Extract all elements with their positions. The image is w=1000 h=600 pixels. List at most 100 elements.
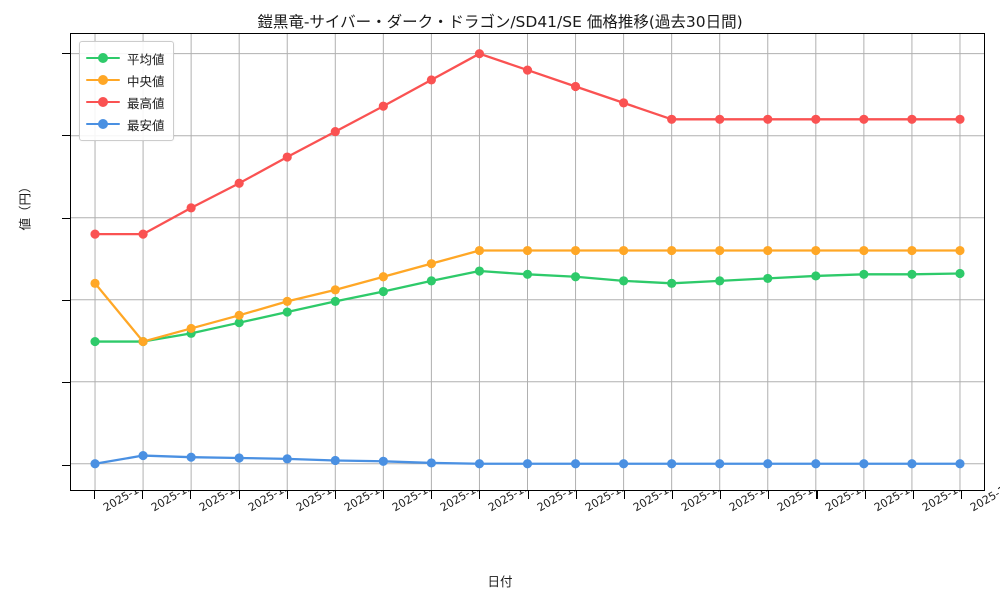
data-point [138, 336, 148, 347]
data-point [282, 307, 292, 317]
data-point [715, 276, 725, 286]
legend-label: 最安値 [127, 117, 165, 133]
series-line-1 [93, 249, 962, 343]
data-point [811, 245, 821, 256]
data-point [763, 245, 773, 256]
data-point [907, 269, 917, 279]
x-tick-label: 2025-12-06 [390, 471, 452, 515]
data-point [619, 459, 629, 469]
x-tick-label: 2025-12-14 [775, 471, 838, 515]
data-point [90, 229, 100, 239]
data-point [811, 114, 821, 124]
legend-label: 中央値 [127, 73, 165, 89]
x-axis-label: 日付 [487, 574, 513, 589]
data-point [715, 245, 725, 256]
data-point [282, 152, 292, 162]
data-point [282, 296, 292, 306]
data-point [811, 459, 821, 469]
x-tick-label: 2025-12-01 [149, 471, 212, 515]
data-point [955, 459, 965, 469]
data-point [811, 271, 821, 281]
series-line-2 [93, 52, 962, 236]
x-tick-mark [864, 491, 866, 499]
data-point [667, 278, 677, 288]
data-point [330, 285, 340, 295]
legend-label: 最高値 [127, 95, 165, 111]
data-point [378, 286, 388, 297]
data-point [90, 336, 100, 347]
x-tick-mark [671, 491, 674, 499]
data-point [570, 272, 581, 282]
data-point [378, 101, 388, 111]
data-point [715, 114, 725, 124]
legend-item-0[interactable]: 平均値 [86, 47, 165, 69]
data-point [667, 459, 677, 469]
data-point [234, 310, 244, 320]
x-tick-mark [286, 491, 288, 499]
data-point [570, 459, 581, 469]
data-point [378, 456, 388, 466]
x-tick-label: 2025-12-02 [197, 471, 260, 515]
data-point [763, 273, 773, 283]
data-point [426, 75, 436, 85]
y-tick-mark [62, 135, 70, 137]
legend-swatch-icon [86, 51, 120, 65]
data-point [955, 245, 965, 256]
data-point [907, 114, 917, 124]
x-tick-label: 2025-12-10 [582, 471, 645, 515]
data-point [186, 323, 196, 334]
data-point [186, 452, 196, 462]
legend-item-3[interactable]: 最安値 [86, 113, 165, 135]
chart-legend: 平均値中央値最高値最安値 [79, 41, 174, 141]
chart-title: 鎧黒竜-サイバー・ダーク・ドラゴン/SD41/SE 価格推移(過去30日間) [257, 13, 743, 31]
data-point [522, 269, 533, 279]
x-tick-label: 2025-12-03 [245, 471, 308, 515]
x-tick-mark [334, 491, 336, 499]
data-point [522, 459, 533, 469]
x-tick-mark [479, 491, 481, 499]
legend-label: 平均値 [127, 51, 165, 67]
legend-swatch-icon [86, 95, 120, 109]
data-point [426, 458, 436, 468]
y-axis-label: 値（円） [17, 180, 33, 231]
data-point [90, 278, 100, 288]
data-point [859, 459, 869, 469]
data-point [282, 454, 292, 464]
x-tick-label: 2025-12-18 [967, 471, 1000, 515]
x-tick-mark [431, 491, 433, 499]
legend-item-1[interactable]: 中央値 [86, 69, 165, 91]
data-point [378, 272, 388, 282]
data-point [330, 127, 340, 137]
data-point [907, 245, 917, 256]
data-point [474, 49, 485, 59]
x-tick-label: 2025-12-11 [630, 471, 693, 515]
x-tick-mark [383, 491, 385, 499]
data-point [426, 276, 436, 286]
series-line-0 [93, 269, 962, 343]
data-point [426, 259, 436, 269]
data-point [90, 459, 100, 469]
x-tick-mark [720, 491, 722, 499]
x-tick-mark [190, 491, 192, 499]
plot-area [70, 33, 985, 491]
legend-item-2[interactable]: 最高値 [86, 91, 165, 113]
data-point [859, 269, 869, 279]
data-point [955, 268, 965, 279]
x-tick-mark [575, 491, 577, 499]
x-tick-mark [527, 491, 529, 499]
x-tick-label: 2025-12-17 [919, 471, 982, 515]
x-tick-label: 2025-12-16 [871, 471, 934, 515]
x-tick-mark [238, 491, 240, 499]
x-tick-label: 2025-12-13 [727, 471, 789, 515]
data-point [522, 65, 533, 75]
y-tick-mark [62, 464, 70, 466]
y-tick-mark [62, 299, 70, 301]
x-tick-label: 2025-12-15 [823, 471, 886, 515]
data-point [907, 459, 917, 469]
x-tick-mark [768, 491, 770, 499]
grid-lines [71, 34, 984, 490]
data-point [619, 245, 629, 256]
data-point [522, 245, 533, 256]
data-point [330, 296, 340, 306]
y-tick-mark [62, 52, 70, 54]
